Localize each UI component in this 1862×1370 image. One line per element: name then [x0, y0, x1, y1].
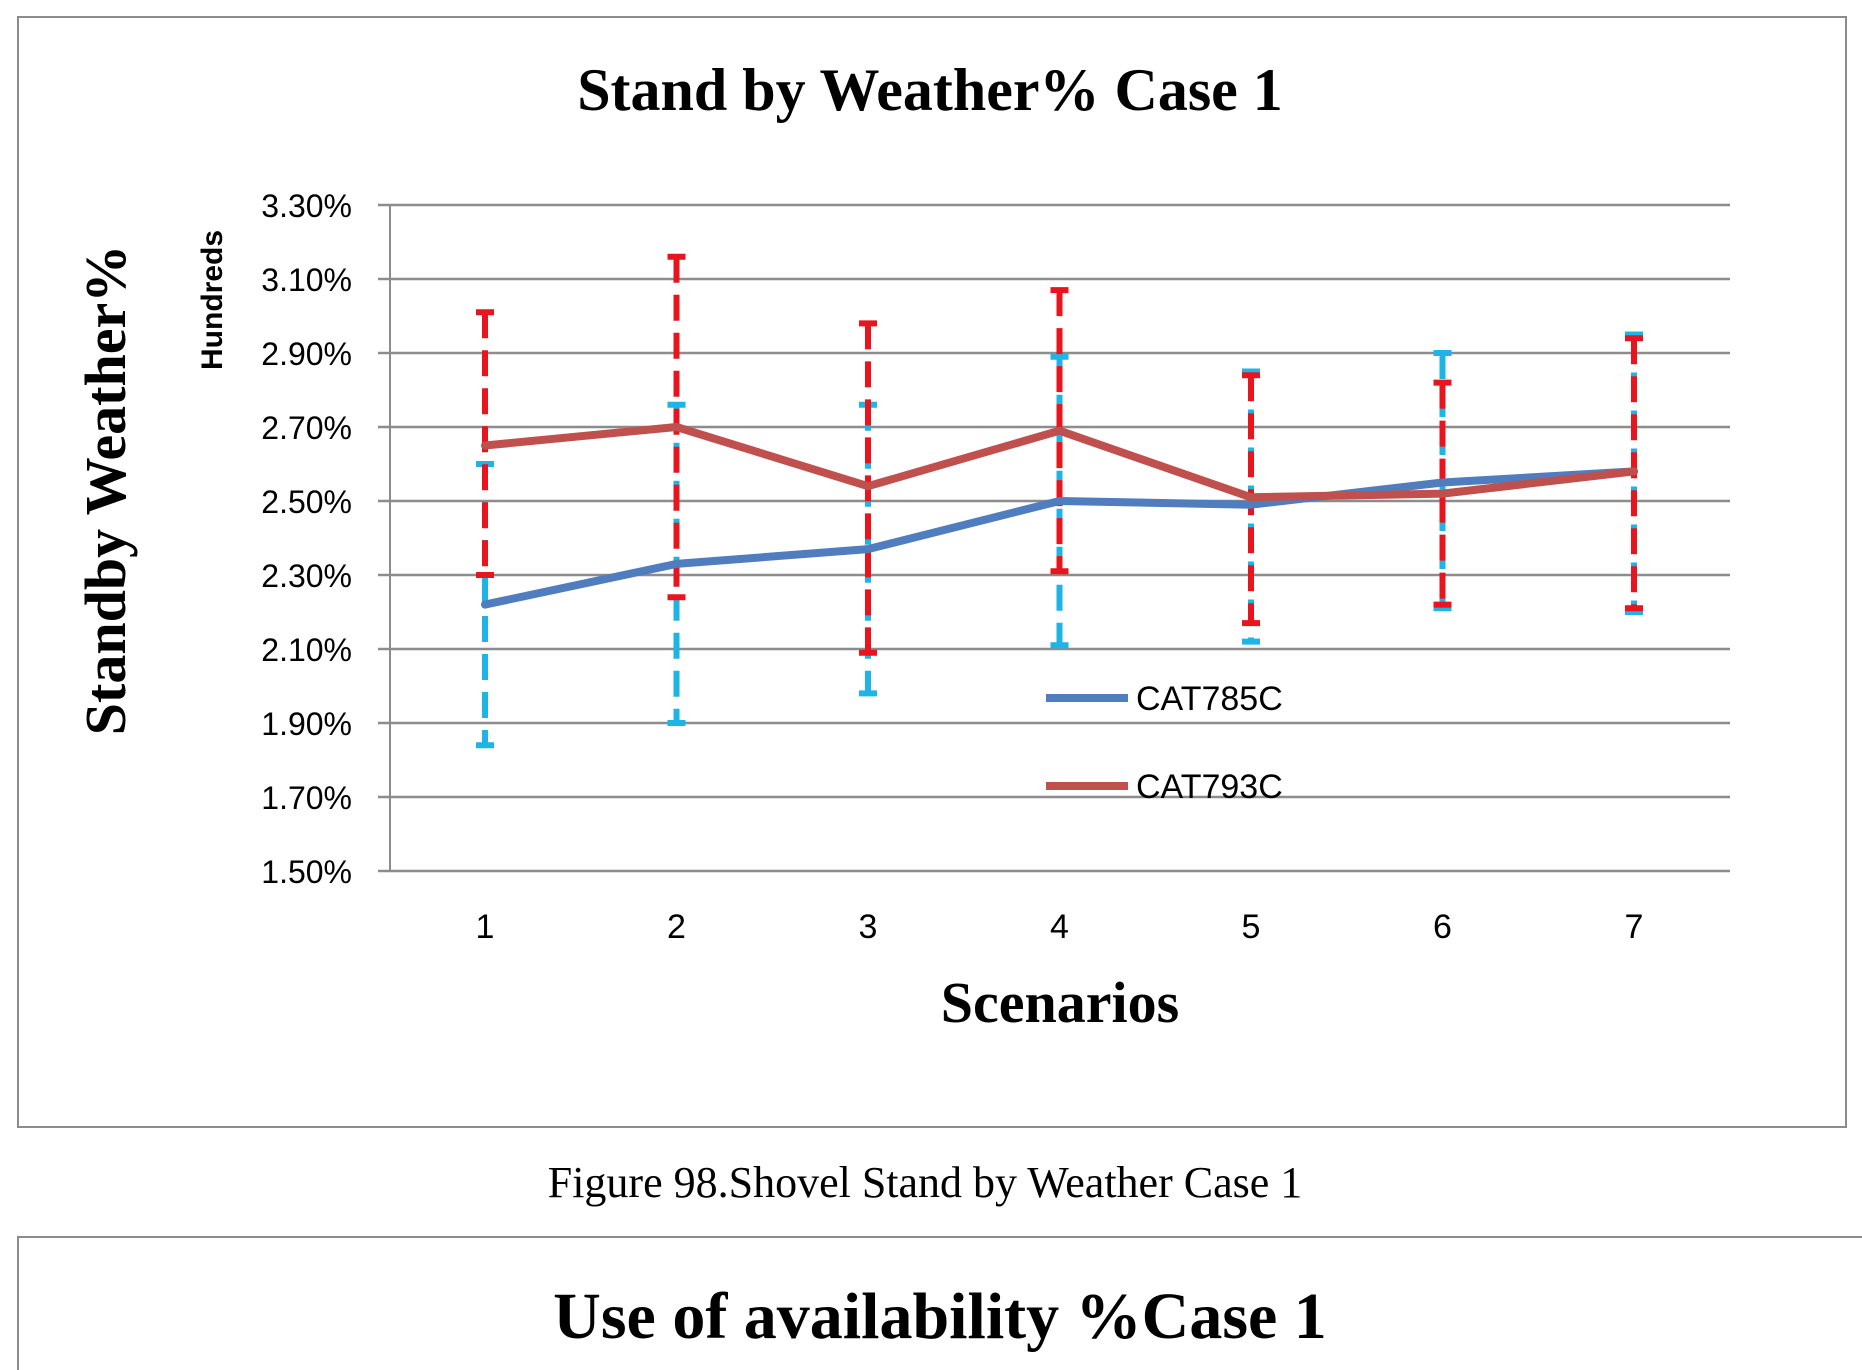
- data-point-cat793c: [1056, 427, 1063, 434]
- legend: CAT785C CAT793C: [1046, 680, 1283, 806]
- data-point-cat793c: [482, 442, 488, 449]
- next-chart-title: Use of availability %Case 1: [553, 1280, 1327, 1353]
- y-tick-label: 2.30%: [261, 558, 352, 594]
- figure-caption: Figure 98.Shovel Stand by Weather Case 1: [548, 1158, 1303, 1207]
- x-tick-label: 4: [1050, 908, 1069, 946]
- chart-title: Stand by Weather% Case 1: [577, 57, 1283, 123]
- y-tick-label: 2.50%: [261, 484, 352, 520]
- series-lines: [481, 423, 1638, 609]
- data-point-cat785c: [865, 546, 871, 553]
- gridlines: [378, 203, 1730, 873]
- y-tick-label: 3.10%: [261, 262, 352, 298]
- x-tick-label: 3: [859, 908, 878, 946]
- data-point-cat785c: [482, 601, 488, 608]
- y-axis-ticks: 1.50% 1.70% 1.90% 2.10% 2.30% 2.50% 2.70% 2.90%…: [261, 188, 352, 890]
- data-point-cat785c: [1248, 501, 1254, 508]
- y-axis-title: Standby Weather%: [73, 245, 138, 735]
- data-point-cat785c: [1056, 498, 1063, 504]
- y-tick-label: 2.10%: [261, 632, 352, 668]
- y-tick-label: 3.30%: [261, 188, 352, 224]
- y-axis-unit-label: Hundreds: [196, 230, 229, 370]
- x-tick-label: 6: [1433, 908, 1452, 946]
- x-tick-label: 1: [476, 908, 495, 946]
- x-tick-label: 5: [1242, 908, 1261, 946]
- x-axis-title: Scenarios: [941, 970, 1179, 1035]
- y-tick-label: 1.90%: [261, 706, 352, 742]
- data-point-cat793c: [1631, 468, 1637, 475]
- data-point-cat785c: [673, 560, 680, 567]
- legend-label-cat785c: CAT785C: [1136, 680, 1283, 718]
- data-point-cat793c: [673, 424, 680, 430]
- x-tick-label: 2: [667, 908, 686, 946]
- data-point-cat793c: [1248, 494, 1254, 501]
- y-tick-label: 1.50%: [261, 854, 352, 890]
- data-point-cat793c: [1439, 490, 1446, 497]
- y-tick-label: 2.90%: [261, 336, 352, 372]
- error-bar-cat793c: [1050, 287, 1069, 575]
- y-tick-label: 2.70%: [261, 410, 352, 446]
- x-tick-label: 7: [1625, 908, 1644, 946]
- error-bar-cat793c: [1433, 379, 1452, 608]
- legend-label-cat793c: CAT793C: [1136, 768, 1283, 806]
- x-axis-ticks: 1 2 3 4 5 6 7: [476, 908, 1644, 946]
- chart-frame: [17, 16, 1847, 1128]
- data-point-cat793c: [865, 483, 871, 490]
- data-point-cat785c: [1439, 479, 1446, 486]
- next-chart-frame: [17, 1236, 1862, 1370]
- y-tick-label: 1.70%: [261, 780, 352, 816]
